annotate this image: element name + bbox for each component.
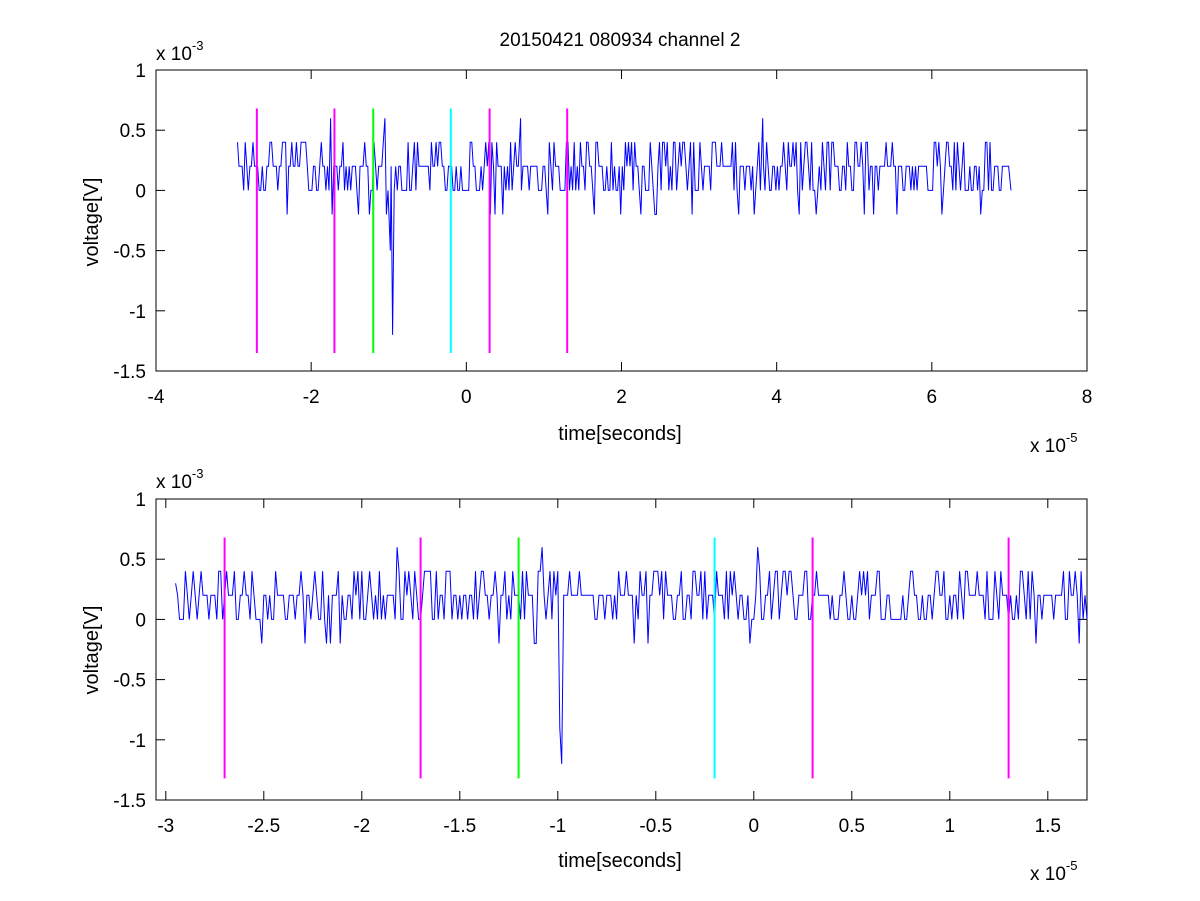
top-trace-layer: [237, 118, 1012, 335]
top-x-tick-label: -4: [148, 387, 165, 408]
bottom-y-axis-label: voltage[V]: [81, 606, 103, 695]
top-x-tick-layer: -4 -2 0 2 4 6 8: [148, 70, 1093, 408]
top-y-tick-label: 0.5: [120, 121, 146, 142]
top-x-tick-label: 8: [1082, 387, 1093, 408]
bottom-y-tick-label: 1: [135, 490, 146, 511]
top-x-tick-label: 4: [771, 387, 782, 408]
bottom-trace-layer: [175, 547, 1088, 764]
bottom-y-tick-label: 0: [135, 610, 146, 631]
bottom-x-tick-label: -2.5: [247, 816, 280, 837]
top-x-tick-label: 6: [927, 387, 938, 408]
top-y-tick-label: -1.5: [113, 362, 146, 383]
top-y-tick-label: -1: [129, 302, 146, 323]
bottom-y-exponent: x 10-3: [156, 466, 203, 493]
bottom-x-tick-label: -1.5: [443, 816, 476, 837]
bottom-x-tick-label: -1: [549, 816, 566, 837]
top-y-exponent-power: -3: [192, 38, 204, 53]
bottom-x-tick-label: 0.5: [839, 816, 865, 837]
bottom-x-tick-label: 1: [945, 816, 956, 837]
bottom-y-tick-label: -1.5: [113, 791, 146, 812]
bottom-y-tick-label: -0.5: [113, 671, 146, 692]
top-voltage-trace: [237, 118, 1012, 335]
bottom-y-tick-layer: -1.5 -1 -0.5 0 0.5 1: [113, 490, 1087, 812]
top-x-tick-label: -2: [303, 387, 320, 408]
bottom-x-tick-label: 1.5: [1035, 816, 1061, 837]
bottom-panel: -3 -2.5 -2 -1.5 -1 -0.5 0 0.5 1 1.5 -1.5 -1 -0.5 0 0.…: [81, 466, 1088, 885]
figure-title: 20150421 080934 channel 2: [500, 30, 741, 51]
bottom-marker-layer: [223, 537, 1010, 779]
top-marker-layer: [255, 108, 569, 353]
bottom-y-tick-label: 0.5: [120, 550, 146, 571]
top-x-exponent-power: -5: [1066, 430, 1078, 445]
bottom-y-tick-label: -1: [129, 731, 146, 752]
bottom-x-tick-layer: -3 -2.5 -2 -1.5 -1 -0.5 0 0.5 1 1.5: [157, 499, 1061, 837]
bottom-x-axis-label: time[seconds]: [558, 850, 681, 872]
top-x-tick-label: 2: [616, 387, 627, 408]
bottom-x-tick-label: -3: [157, 816, 174, 837]
top-y-tick-label: 1: [135, 61, 146, 82]
top-y-exponent: x 10-3: [156, 38, 203, 65]
top-x-axis-label: time[seconds]: [558, 423, 681, 445]
bottom-y-exponent-power: -3: [192, 466, 204, 481]
top-y-axis-label: voltage[V]: [81, 178, 103, 267]
top-y-tick-label: -0.5: [113, 242, 146, 263]
bottom-x-exponent-base: x 10: [1030, 864, 1066, 885]
bottom-voltage-trace: [175, 547, 1088, 764]
bottom-x-tick-label: 0: [749, 816, 760, 837]
top-x-tick-label: 0: [461, 387, 472, 408]
bottom-x-exponent: x 10-5: [1030, 858, 1077, 885]
top-axes-box: [155, 69, 1088, 372]
top-y-tick-layer: -1.5 -1 -0.5 0 0.5 1: [113, 61, 1087, 383]
bottom-axes-box: [155, 498, 1088, 801]
bottom-x-tick-label: -2: [353, 816, 370, 837]
top-x-exponent: x 10-5: [1030, 430, 1077, 457]
top-panel: -4 -2 0 2 4 6 8 -1.5-1-0.500.51 time[seconds] …: [81, 38, 1092, 457]
top-y-tick-label: 0: [135, 181, 146, 202]
top-x-exponent-base: x 10: [1030, 436, 1066, 457]
bottom-x-tick-label: -0.5: [639, 816, 672, 837]
bottom-y-exponent-base: x 10: [156, 472, 192, 493]
bottom-x-exponent-power: -5: [1066, 858, 1078, 873]
top-y-exponent-base: x 10: [156, 44, 192, 65]
